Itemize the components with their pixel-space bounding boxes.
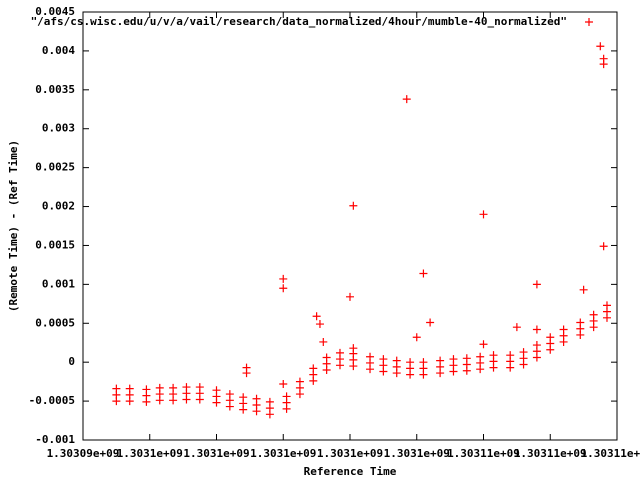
data-point (602, 313, 611, 322)
x-tick-label: 1.30311e+09 (581, 447, 640, 460)
data-point (532, 280, 541, 289)
data-point (349, 344, 358, 353)
data-point (346, 292, 354, 301)
data-point (579, 285, 588, 294)
y-tick-label: 0.0015 (35, 238, 75, 251)
data-point (426, 318, 435, 327)
x-tick-label: 1.30311e+09 (447, 447, 520, 460)
data-point (419, 370, 428, 379)
data-point (225, 402, 234, 411)
data-point (596, 42, 605, 51)
x-tick-label: 1.3031e+09 (117, 447, 183, 460)
x-tick-label: 1.30311e+09 (514, 447, 587, 460)
x-tick-label: 1.3031e+09 (183, 447, 249, 460)
data-point (312, 312, 321, 321)
y-tick-label: 0.0045 (35, 5, 75, 18)
x-tick-label: 1.3031e+09 (250, 447, 316, 460)
data-point (419, 269, 428, 278)
data-point (532, 353, 541, 362)
y-tick-label: 0 (68, 355, 75, 368)
data-point (239, 405, 248, 414)
data-point (449, 367, 458, 376)
data-point (279, 379, 288, 388)
data-point (265, 410, 274, 419)
data-point (169, 396, 178, 405)
data-point (436, 369, 445, 378)
data-point (182, 395, 191, 404)
data-point (479, 210, 488, 219)
data-point (349, 362, 358, 371)
y-tick-label: 0.001 (42, 277, 75, 290)
data-point (279, 284, 288, 293)
data-point (315, 320, 324, 329)
data-point (125, 397, 134, 406)
data-point (479, 340, 488, 349)
data-point (155, 396, 164, 405)
data-point (392, 369, 401, 378)
data-point (532, 325, 541, 334)
data-point (576, 330, 585, 339)
y-tick-label: -0.0005 (29, 394, 75, 407)
data-point (212, 398, 221, 407)
y-tick-label: 0.0025 (35, 161, 75, 174)
legend-marker (585, 18, 593, 26)
data-point (506, 363, 515, 372)
data-point (512, 323, 521, 332)
data-point (349, 201, 358, 210)
data-point (295, 390, 304, 399)
data-point (112, 397, 121, 406)
data-point (412, 333, 421, 342)
data-point (322, 365, 331, 374)
x-axis-label: Reference Time (304, 465, 397, 478)
data-point (366, 365, 375, 374)
x-tick-label: 1.3031e+09 (317, 447, 383, 460)
data-point (489, 363, 498, 372)
y-tick-label: 0.0035 (35, 83, 75, 96)
legend-label: "/afs/cs.wisc.edu/u/v/a/vail/research/da… (31, 15, 567, 28)
data-point (546, 345, 555, 354)
data-point (319, 337, 328, 346)
data-point (476, 365, 485, 374)
data-point (589, 323, 598, 332)
y-axis-label: (Remote Time) - (Ref Time) (7, 140, 20, 312)
data-point (559, 337, 568, 346)
y-tick-label: 0.004 (42, 44, 75, 57)
data-point (406, 370, 415, 379)
y-tick-label: 0.003 (42, 122, 75, 135)
data-point (335, 361, 344, 370)
data-point (402, 95, 411, 104)
y-tick-label: 0.0005 (35, 316, 75, 329)
x-tick-label: 1.3031e+09 (384, 447, 450, 460)
plot-frame (82, 11, 618, 441)
data-point (309, 376, 318, 385)
data-point (195, 395, 204, 404)
data-point (242, 369, 251, 378)
data-point (282, 404, 291, 413)
data-point (252, 407, 261, 416)
data-point (599, 242, 608, 251)
data-point (379, 367, 388, 376)
x-tick-label: 1.30309e+09 (47, 447, 120, 460)
data-point (519, 360, 528, 369)
data-point (142, 397, 151, 406)
data-point (599, 60, 608, 69)
data-point (462, 366, 471, 375)
y-tick-label: 0.002 (42, 200, 75, 213)
y-tick-label: -0.001 (35, 433, 75, 446)
data-point (279, 274, 288, 283)
